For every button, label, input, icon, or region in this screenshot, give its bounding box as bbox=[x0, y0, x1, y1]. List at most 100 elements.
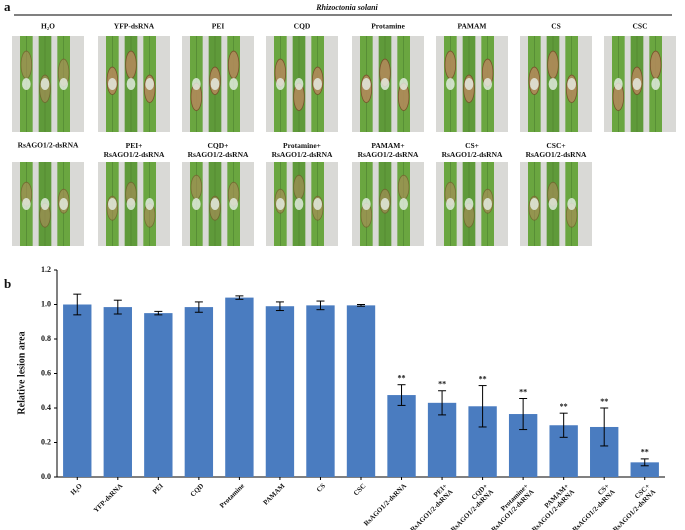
droplet bbox=[380, 198, 390, 210]
photo-label: Protamine bbox=[371, 22, 405, 31]
error-bar bbox=[73, 293, 82, 316]
bar bbox=[103, 307, 132, 477]
droplet bbox=[294, 198, 304, 210]
bar bbox=[265, 306, 295, 477]
photo-label: CSC+ RsAGO1/2-dsRNA bbox=[526, 141, 587, 159]
error-bar bbox=[113, 299, 122, 315]
y-tick-label: 0.4 bbox=[41, 403, 51, 412]
photo-title: Rhizoctonia solani bbox=[315, 3, 378, 12]
x-tick-label: H₂O bbox=[69, 482, 84, 497]
droplet bbox=[313, 78, 322, 90]
lesion bbox=[293, 174, 305, 200]
leaf-photo bbox=[182, 36, 254, 132]
droplet bbox=[446, 78, 455, 90]
error-bar bbox=[275, 301, 284, 312]
x-tick-label: CS bbox=[315, 482, 327, 494]
error-bar bbox=[154, 310, 163, 316]
significance-mark: ** bbox=[479, 374, 487, 383]
droplet bbox=[548, 78, 558, 90]
error-bar bbox=[640, 458, 649, 467]
error-bar bbox=[316, 300, 325, 311]
error-bar bbox=[397, 384, 406, 406]
droplet bbox=[22, 198, 31, 210]
x-tick-label: CQD+RsAGO1/2-dsRNA bbox=[443, 482, 494, 530]
droplet bbox=[192, 198, 201, 210]
droplet bbox=[108, 78, 117, 90]
droplet bbox=[651, 78, 661, 90]
leaf-photo bbox=[352, 36, 424, 132]
bar bbox=[144, 313, 173, 477]
x-tick-label: PAMAM bbox=[262, 482, 287, 507]
droplet bbox=[276, 78, 285, 90]
leaf-photo bbox=[604, 36, 676, 132]
leaf-photo bbox=[436, 36, 508, 132]
droplet bbox=[362, 78, 371, 90]
droplet bbox=[108, 198, 117, 210]
y-tick-label: 1.0 bbox=[41, 299, 51, 308]
droplet bbox=[464, 78, 474, 90]
x-tick-label: YFP-dsRNA bbox=[92, 482, 124, 514]
droplet bbox=[40, 78, 50, 90]
droplet bbox=[362, 198, 371, 210]
droplet bbox=[22, 78, 31, 90]
bar bbox=[306, 305, 335, 477]
y-tick-label: 0.8 bbox=[41, 334, 51, 343]
leaf-photo bbox=[266, 36, 338, 132]
x-tick-label: CQD bbox=[189, 482, 206, 499]
error-bar bbox=[559, 412, 568, 438]
x-tick-label: RsAGO1/2-dsRNA bbox=[362, 482, 408, 528]
bar bbox=[346, 305, 376, 477]
droplet bbox=[313, 198, 322, 210]
x-tick-label: CS+RsAGO1/2-dsRNA bbox=[565, 482, 616, 530]
droplet bbox=[294, 78, 304, 90]
lesion bbox=[444, 50, 457, 79]
droplet bbox=[229, 198, 239, 210]
droplet bbox=[59, 78, 68, 90]
x-tick-label: CSC+RsAGO1/2-dsRNA bbox=[605, 482, 656, 530]
x-tick-label: PAMAM+RsAGO1/2-dsRNA bbox=[524, 482, 575, 530]
lesion bbox=[190, 174, 203, 200]
photo-label: YFP-dsRNA bbox=[114, 22, 155, 31]
lesion bbox=[125, 50, 137, 79]
error-bar bbox=[519, 398, 528, 431]
photo-label: CQD+ RsAGO1/2-dsRNA bbox=[188, 141, 249, 159]
significance-mark: ** bbox=[600, 397, 608, 406]
y-tick-label: 1.2 bbox=[41, 265, 51, 274]
significance-mark: ** bbox=[438, 380, 446, 389]
droplet bbox=[399, 198, 408, 210]
error-bar bbox=[235, 295, 244, 300]
droplet bbox=[548, 198, 558, 210]
leaf-photo bbox=[12, 162, 84, 246]
droplet bbox=[126, 78, 136, 90]
photo-label: RsAGO1/2-dsRNA bbox=[18, 141, 79, 150]
droplet bbox=[614, 78, 623, 90]
y-tick-label: 0.0 bbox=[41, 472, 51, 481]
x-tick-label: PEI bbox=[151, 482, 165, 496]
significance-mark: ** bbox=[560, 402, 568, 411]
error-bar bbox=[478, 385, 487, 428]
leaf-photo bbox=[266, 162, 338, 246]
droplet bbox=[530, 198, 539, 210]
droplet bbox=[276, 198, 285, 210]
bar bbox=[225, 297, 254, 477]
droplet bbox=[530, 78, 539, 90]
droplet bbox=[210, 198, 220, 210]
droplet bbox=[145, 78, 155, 90]
photo-label: CQD bbox=[294, 22, 311, 31]
droplet bbox=[380, 78, 390, 90]
bar bbox=[63, 304, 92, 477]
photo-label: PAMAM bbox=[457, 22, 486, 31]
droplet bbox=[59, 198, 68, 210]
droplet bbox=[192, 78, 201, 90]
leaf-photo bbox=[520, 162, 592, 246]
droplet bbox=[632, 78, 642, 90]
error-bar bbox=[194, 301, 203, 313]
photo-label: CSC bbox=[632, 22, 647, 31]
error-bar bbox=[600, 407, 609, 447]
photo-label: PAMAM+ RsAGO1/2-dsRNA bbox=[358, 141, 419, 159]
x-tick-label: Protamine+RsAGO1/2-dsRNA bbox=[484, 482, 535, 530]
leaf-photo bbox=[12, 36, 84, 132]
droplet bbox=[126, 198, 136, 210]
photo-label: H₂O bbox=[41, 22, 55, 31]
